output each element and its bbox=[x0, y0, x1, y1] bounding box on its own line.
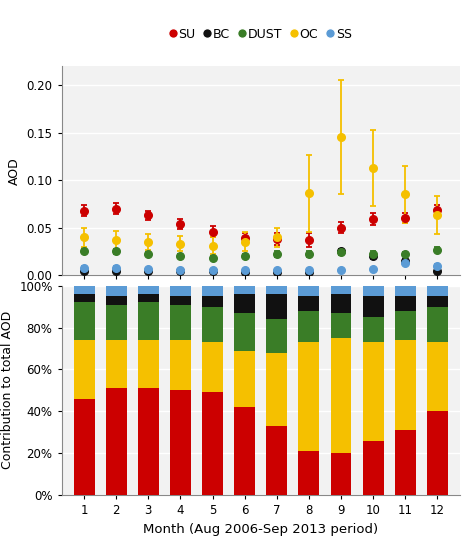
Bar bbox=[73, 399, 94, 495]
Bar bbox=[363, 441, 383, 495]
Bar bbox=[299, 286, 319, 296]
Bar bbox=[427, 286, 448, 296]
Bar bbox=[202, 342, 223, 393]
Bar bbox=[138, 302, 159, 340]
Bar bbox=[266, 286, 287, 294]
Bar bbox=[202, 393, 223, 495]
Y-axis label: AOD: AOD bbox=[8, 157, 21, 184]
Bar bbox=[395, 296, 416, 311]
Bar bbox=[299, 296, 319, 311]
Bar bbox=[299, 311, 319, 342]
Legend: SU, BC, DUST, OC, SS: SU, BC, DUST, OC, SS bbox=[164, 23, 357, 46]
Bar bbox=[363, 317, 383, 342]
Bar bbox=[138, 286, 159, 294]
Bar bbox=[73, 286, 94, 294]
Y-axis label: Contribution to total AOD: Contribution to total AOD bbox=[0, 311, 14, 470]
Bar bbox=[330, 338, 351, 453]
Bar bbox=[170, 340, 191, 390]
Bar bbox=[234, 407, 255, 495]
Bar bbox=[138, 388, 159, 495]
Bar bbox=[202, 286, 223, 296]
Bar bbox=[138, 340, 159, 388]
Bar bbox=[202, 296, 223, 307]
Bar bbox=[73, 302, 94, 340]
Bar bbox=[427, 411, 448, 495]
Bar bbox=[395, 430, 416, 495]
X-axis label: Month (Aug 2006-Sep 2013 period): Month (Aug 2006-Sep 2013 period) bbox=[143, 522, 378, 536]
Bar bbox=[170, 390, 191, 495]
Bar bbox=[395, 340, 416, 430]
Bar bbox=[299, 451, 319, 495]
Bar bbox=[330, 313, 351, 338]
Bar bbox=[234, 286, 255, 294]
Bar bbox=[330, 294, 351, 313]
Bar bbox=[234, 294, 255, 313]
Bar bbox=[106, 388, 127, 495]
Bar bbox=[73, 294, 94, 302]
Bar bbox=[330, 453, 351, 495]
Bar bbox=[427, 296, 448, 307]
Bar bbox=[299, 342, 319, 451]
Bar bbox=[266, 294, 287, 319]
Bar bbox=[202, 307, 223, 342]
Bar bbox=[363, 286, 383, 296]
Bar bbox=[170, 305, 191, 340]
Bar bbox=[106, 296, 127, 305]
Bar bbox=[266, 426, 287, 495]
Bar bbox=[395, 286, 416, 296]
Bar bbox=[427, 342, 448, 411]
Bar bbox=[170, 296, 191, 305]
Bar bbox=[106, 286, 127, 296]
Bar bbox=[266, 319, 287, 353]
Bar bbox=[427, 307, 448, 342]
Bar bbox=[106, 340, 127, 388]
Bar bbox=[234, 313, 255, 350]
Bar bbox=[138, 294, 159, 302]
Bar bbox=[170, 286, 191, 296]
Bar bbox=[234, 350, 255, 407]
Bar bbox=[363, 296, 383, 317]
Bar bbox=[106, 305, 127, 340]
Bar bbox=[266, 353, 287, 426]
Bar bbox=[363, 342, 383, 441]
Bar bbox=[395, 311, 416, 340]
Bar bbox=[330, 286, 351, 294]
Bar bbox=[73, 340, 94, 399]
